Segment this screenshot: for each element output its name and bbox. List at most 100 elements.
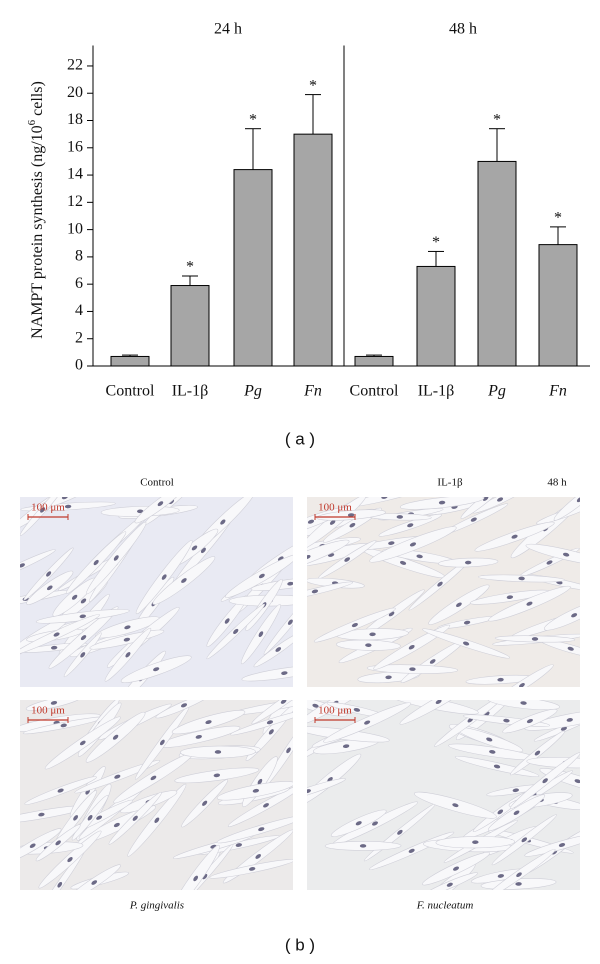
image-title: Control <box>140 477 174 489</box>
nucleus <box>464 560 472 565</box>
nucleus <box>55 840 61 846</box>
nucleus <box>385 675 392 680</box>
micrograph: 100 μm <box>20 497 293 687</box>
nucleus <box>408 848 415 853</box>
nucleus <box>154 817 160 823</box>
nucleus <box>347 513 355 517</box>
nucleus <box>344 557 351 562</box>
x-tick-label: Pg <box>243 383 262 400</box>
y-tick-label: 10 <box>67 220 83 237</box>
y-axis-label: NAMPT protein synthesis (ng/106 cells) <box>26 81 46 339</box>
nucleus <box>193 875 199 882</box>
significance-star: * <box>493 111 501 128</box>
nucleus <box>252 788 260 793</box>
y-tick-label: 8 <box>75 248 83 265</box>
nucleus <box>446 882 453 887</box>
nucleus <box>132 815 138 821</box>
nucleus <box>307 554 311 560</box>
nucleus <box>191 545 198 551</box>
nucleus <box>531 637 539 641</box>
nucleus <box>351 623 358 628</box>
nucleus <box>566 718 573 722</box>
nucleus <box>57 788 64 793</box>
micrograph: 100 μm <box>20 700 293 890</box>
image-title: IL-1β <box>437 477 463 489</box>
nucleus <box>312 703 319 708</box>
nucleus <box>50 701 58 705</box>
nucleus <box>275 647 282 652</box>
nucleus <box>80 635 87 641</box>
cells <box>307 497 580 687</box>
nucleus <box>486 737 493 742</box>
y-tick-label: 4 <box>75 302 83 319</box>
nucleus <box>200 547 206 554</box>
nucleus <box>513 810 520 815</box>
scale-bar-label: 100 μm <box>31 705 65 717</box>
nucleus <box>205 720 212 725</box>
nucleus <box>381 497 388 499</box>
panel-label: ( b ) <box>285 935 315 954</box>
nucleus <box>233 628 239 635</box>
nucleus <box>574 779 580 784</box>
nucleus <box>180 703 188 708</box>
bar <box>233 169 273 367</box>
nucleus <box>287 581 293 586</box>
nucleus <box>399 560 407 565</box>
significance-star: * <box>309 77 317 94</box>
nucleus <box>329 519 336 525</box>
nucleus <box>516 872 522 878</box>
nucleus <box>286 747 291 754</box>
panel-label: ( a ) <box>285 429 315 448</box>
nucleus <box>202 873 208 880</box>
bar <box>477 160 517 367</box>
nucleus <box>181 578 187 583</box>
y-axis-label-part: NAMPT protein synthesis (ng/10 <box>29 125 46 338</box>
nucleus <box>493 764 501 769</box>
nucleus <box>96 815 103 820</box>
x-tick-label: IL-1β <box>172 383 209 400</box>
y-tick-label: 20 <box>67 84 83 101</box>
micrograph: 100 μm <box>307 700 580 890</box>
nucleus <box>408 645 415 650</box>
nucleus <box>125 652 131 658</box>
nucleus <box>349 522 356 528</box>
group-title: 24 h <box>214 21 242 38</box>
bar <box>416 265 456 367</box>
nucleus <box>388 611 395 617</box>
nucleus <box>397 829 403 835</box>
nucleus <box>311 589 319 594</box>
y-tick-label: 18 <box>67 111 83 128</box>
nucleus <box>409 542 417 547</box>
nucleus <box>563 552 570 557</box>
nucleus <box>266 720 274 725</box>
nucleus <box>80 598 87 604</box>
nucleus <box>258 827 265 832</box>
bar <box>538 244 578 367</box>
nucleus <box>438 500 446 505</box>
nucleus <box>470 517 477 522</box>
nucleus <box>202 800 208 806</box>
x-tick-label: Control <box>350 383 399 400</box>
nucleus <box>452 803 459 808</box>
nucleus <box>257 778 263 785</box>
image-caption: P. gingivalis <box>129 900 184 912</box>
nucleus <box>281 671 288 675</box>
nucleus <box>416 554 423 559</box>
nucleus <box>558 843 566 847</box>
bar <box>293 133 333 367</box>
nucleus <box>64 504 72 509</box>
nucleus <box>560 726 567 731</box>
nucleus <box>521 837 528 843</box>
nucleus <box>359 844 367 848</box>
micrograph: 100 μm <box>307 497 580 687</box>
nucleus <box>503 718 510 723</box>
nucleus <box>79 614 86 619</box>
nucleus <box>497 874 505 878</box>
nucleus <box>388 541 395 545</box>
nucleus <box>571 613 578 618</box>
x-tick-label: Fn <box>303 383 322 400</box>
nucleus <box>73 815 79 821</box>
nucleus <box>409 667 416 671</box>
nucleus <box>113 555 119 561</box>
y-tick-label: 2 <box>75 329 83 346</box>
